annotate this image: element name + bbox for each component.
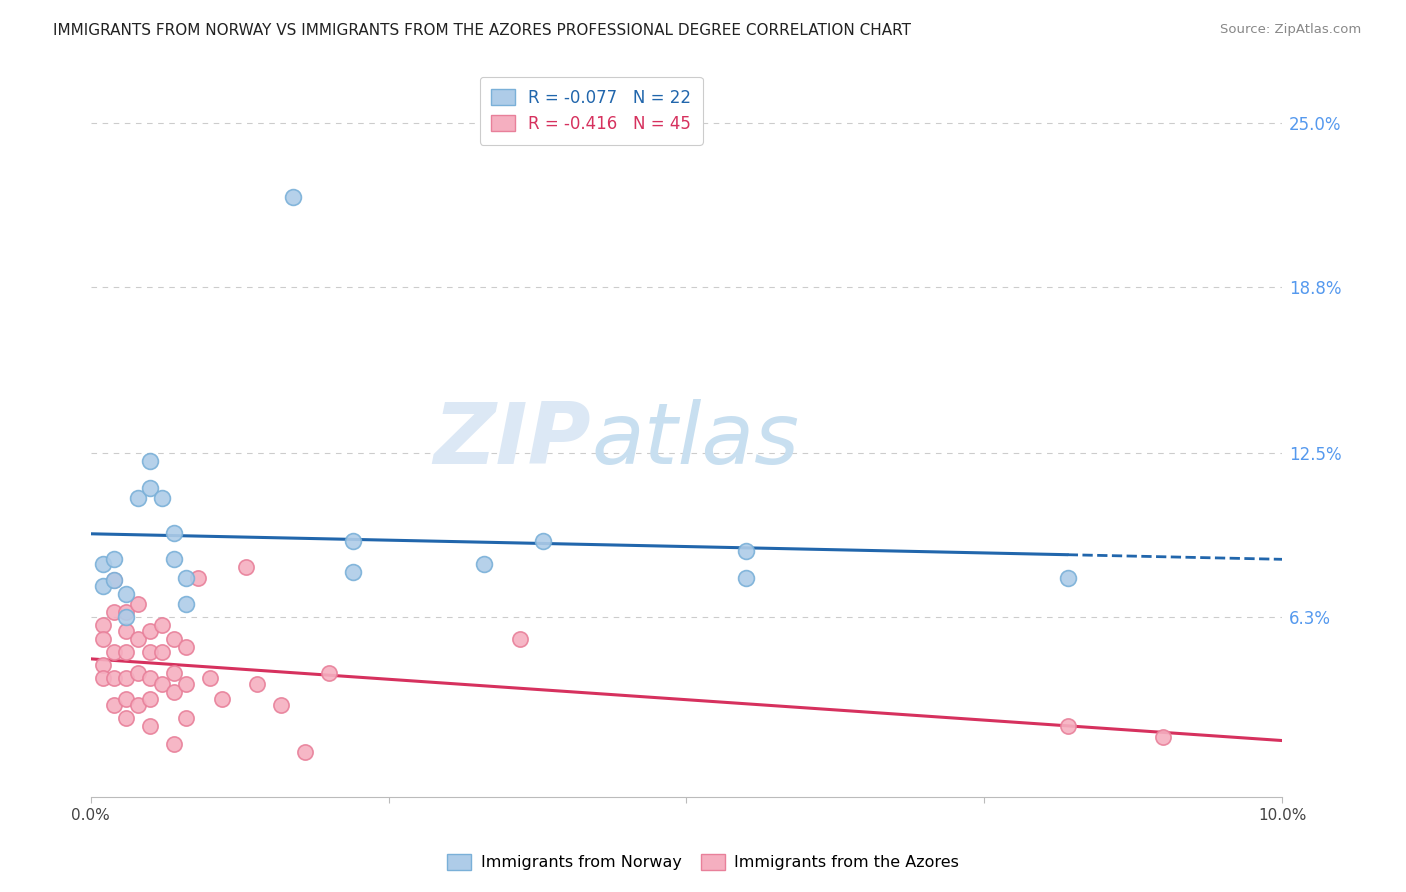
Point xyxy=(198,671,221,685)
Point xyxy=(139,671,162,685)
Point xyxy=(294,745,316,759)
Point xyxy=(735,571,758,585)
Point xyxy=(174,571,197,585)
Point xyxy=(115,692,138,706)
Point xyxy=(91,579,114,593)
Point xyxy=(150,491,173,506)
Point xyxy=(187,571,209,585)
Point xyxy=(139,454,162,468)
Point xyxy=(127,698,149,712)
Point xyxy=(342,566,364,580)
Point xyxy=(283,189,305,203)
Text: atlas: atlas xyxy=(591,399,799,482)
Point xyxy=(103,698,125,712)
Point xyxy=(103,605,125,619)
Point xyxy=(150,676,173,690)
Legend: R = -0.077   N = 22, R = -0.416   N = 45: R = -0.077 N = 22, R = -0.416 N = 45 xyxy=(479,77,703,145)
Point xyxy=(235,560,257,574)
Point xyxy=(127,632,149,646)
Point xyxy=(115,645,138,659)
Text: ZIP: ZIP xyxy=(433,399,591,482)
Point xyxy=(211,692,233,706)
Point xyxy=(127,491,149,506)
Point xyxy=(533,533,555,548)
Point xyxy=(139,481,162,495)
Point xyxy=(115,711,138,725)
Point xyxy=(472,558,495,572)
Point xyxy=(174,597,197,611)
Point xyxy=(103,574,125,588)
Point xyxy=(163,665,186,680)
Legend: Immigrants from Norway, Immigrants from the Azores: Immigrants from Norway, Immigrants from … xyxy=(440,848,966,877)
Point xyxy=(139,692,162,706)
Point xyxy=(139,645,162,659)
Point xyxy=(91,632,114,646)
Point xyxy=(1152,730,1174,744)
Text: Source: ZipAtlas.com: Source: ZipAtlas.com xyxy=(1220,23,1361,37)
Y-axis label: Professional Degree: Professional Degree xyxy=(0,364,7,516)
Point xyxy=(174,676,197,690)
Point xyxy=(163,632,186,646)
Point xyxy=(318,665,340,680)
Point xyxy=(342,533,364,548)
Point xyxy=(150,618,173,632)
Point xyxy=(127,665,149,680)
Point xyxy=(246,676,269,690)
Point xyxy=(115,624,138,638)
Point xyxy=(91,658,114,673)
Point xyxy=(1056,571,1078,585)
Point xyxy=(163,525,186,540)
Point xyxy=(103,671,125,685)
Text: IMMIGRANTS FROM NORWAY VS IMMIGRANTS FROM THE AZORES PROFESSIONAL DEGREE CORRELA: IMMIGRANTS FROM NORWAY VS IMMIGRANTS FRO… xyxy=(53,23,911,38)
Point xyxy=(103,552,125,566)
Point xyxy=(150,645,173,659)
Point xyxy=(91,558,114,572)
Point xyxy=(1056,719,1078,733)
Point xyxy=(127,597,149,611)
Point xyxy=(163,684,186,698)
Point xyxy=(163,552,186,566)
Point xyxy=(163,738,186,752)
Point xyxy=(103,645,125,659)
Point xyxy=(174,711,197,725)
Point xyxy=(115,586,138,600)
Point xyxy=(115,605,138,619)
Point xyxy=(139,719,162,733)
Point xyxy=(91,671,114,685)
Point xyxy=(270,698,292,712)
Point xyxy=(509,632,531,646)
Point xyxy=(115,671,138,685)
Point xyxy=(115,610,138,624)
Point xyxy=(103,574,125,588)
Point xyxy=(139,624,162,638)
Point xyxy=(91,618,114,632)
Point xyxy=(174,640,197,654)
Point xyxy=(735,544,758,558)
